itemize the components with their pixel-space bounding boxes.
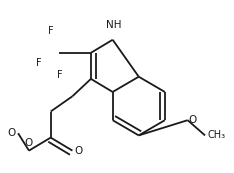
Text: O: O — [75, 146, 83, 156]
Text: CH₃: CH₃ — [207, 130, 225, 140]
Text: F: F — [48, 26, 54, 36]
Text: O: O — [25, 138, 33, 148]
Text: F: F — [36, 58, 42, 68]
Text: NH: NH — [106, 20, 121, 30]
Text: O: O — [8, 128, 16, 138]
Text: O: O — [189, 115, 197, 125]
Text: F: F — [57, 70, 62, 80]
